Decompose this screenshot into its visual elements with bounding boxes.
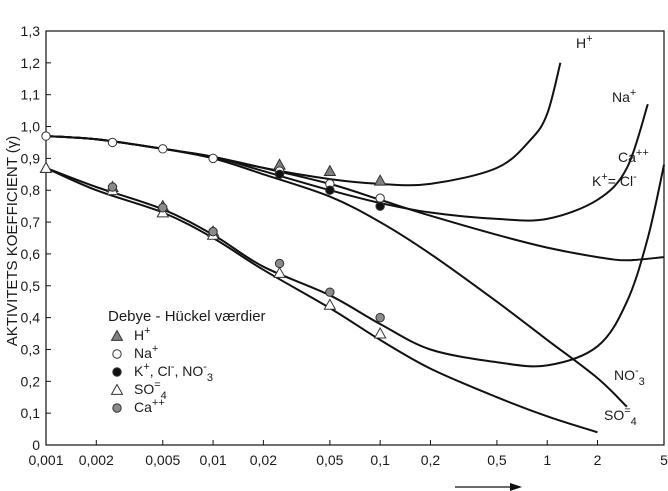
data-point <box>375 312 385 323</box>
data-point <box>274 258 285 269</box>
x-tick-label: 2 <box>594 452 602 468</box>
curve-so4 <box>45 166 598 434</box>
x-tick-label: 0,1 <box>370 452 390 468</box>
data-point <box>208 226 218 237</box>
legend-item-label: K+, Cl-, NO-3 <box>134 361 213 384</box>
curve-label-na: Na+ <box>612 87 636 105</box>
legend-item-label: Ca++ <box>134 397 165 415</box>
y-tick-label: 1,2 <box>21 55 41 71</box>
y-tick-label: 0,4 <box>21 310 41 326</box>
curve-label-no3: NO-3 <box>614 365 645 388</box>
y-tick-label: 0,9 <box>21 150 41 166</box>
data-point <box>158 144 168 154</box>
curve-label-h: H+ <box>576 33 593 51</box>
data-point <box>107 182 118 192</box>
x-tick-label: 0,05 <box>316 452 343 468</box>
data-point <box>41 131 51 141</box>
curve-no3 <box>45 135 628 408</box>
data-point <box>208 153 218 164</box>
data-point <box>373 174 387 186</box>
data-markers <box>39 131 387 339</box>
y-tick-label: 1,1 <box>21 87 41 103</box>
x-tick-label: 0,2 <box>421 452 441 468</box>
data-point <box>274 169 285 180</box>
y-tick-label: 0,8 <box>21 182 41 198</box>
y-axis-title: AKTIVITETS KOEFFICIENT (γ) <box>4 136 21 347</box>
legend-item-label: Na+ <box>134 343 158 361</box>
x-tick-label: 0,005 <box>145 452 180 468</box>
y-tick-label: 0,6 <box>21 246 41 262</box>
curve-label-so4: SO=4 <box>604 405 637 428</box>
x-tick-label: 0,5 <box>487 452 507 468</box>
data-point <box>323 298 337 310</box>
y-tick-label: 1,0 <box>21 119 41 135</box>
legend-marker <box>112 403 122 413</box>
legend-marker <box>112 367 122 377</box>
legend-item-label: SO=4 <box>134 379 167 402</box>
x-tick-label: 5 <box>660 452 668 468</box>
data-point <box>323 164 337 177</box>
axes: 0 0,1 0,2 0,3 0,4 0,5 0,6 0,7 0,8 0,9 1,0 1,1 1,2 1,3… <box>21 23 668 468</box>
y-tick-label: 0,3 <box>21 341 41 357</box>
legend-marker <box>110 329 124 341</box>
x-tick-label: 0,02 <box>250 452 277 468</box>
curve-label-kcl: K+= Cl- <box>592 171 637 189</box>
curve-h <box>45 62 562 187</box>
x-tick-label: 0,01 <box>199 452 226 468</box>
curve-label-ca: Ca++ <box>618 147 649 165</box>
data-point <box>373 327 387 339</box>
curve-kcl <box>45 135 665 262</box>
x-tick-label: 0,002 <box>79 452 114 468</box>
data-point <box>39 161 53 173</box>
data-point <box>375 193 385 203</box>
x-tick-label: 0,001 <box>28 452 63 468</box>
legend-title: Debye - Hückel værdier <box>108 308 266 325</box>
curve-labels: H+ Na+ Ca++ K+= Cl- NO-3 SO=4 <box>576 33 649 428</box>
y-tick-label: 1,3 <box>21 23 41 39</box>
x-tick-label: 1 <box>543 452 551 468</box>
legend-item-label: H+ <box>134 325 151 343</box>
x-direction-arrow <box>455 483 522 491</box>
data-point <box>325 185 335 195</box>
data-point <box>273 266 286 278</box>
data-point <box>325 287 335 297</box>
arrow-head <box>510 483 522 491</box>
data-point <box>107 137 118 148</box>
y-tick-label: 0,7 <box>21 214 41 230</box>
legend-marker <box>112 349 122 359</box>
data-point <box>375 201 385 211</box>
y-tick-label: 0,1 <box>21 405 41 421</box>
data-point <box>158 203 168 213</box>
plot-frame <box>45 30 665 446</box>
legend-marker <box>110 383 124 395</box>
y-tick-label: 0 <box>32 437 40 453</box>
y-tick-label: 0,2 <box>21 373 41 389</box>
y-tick-label: 0,5 <box>21 278 41 294</box>
